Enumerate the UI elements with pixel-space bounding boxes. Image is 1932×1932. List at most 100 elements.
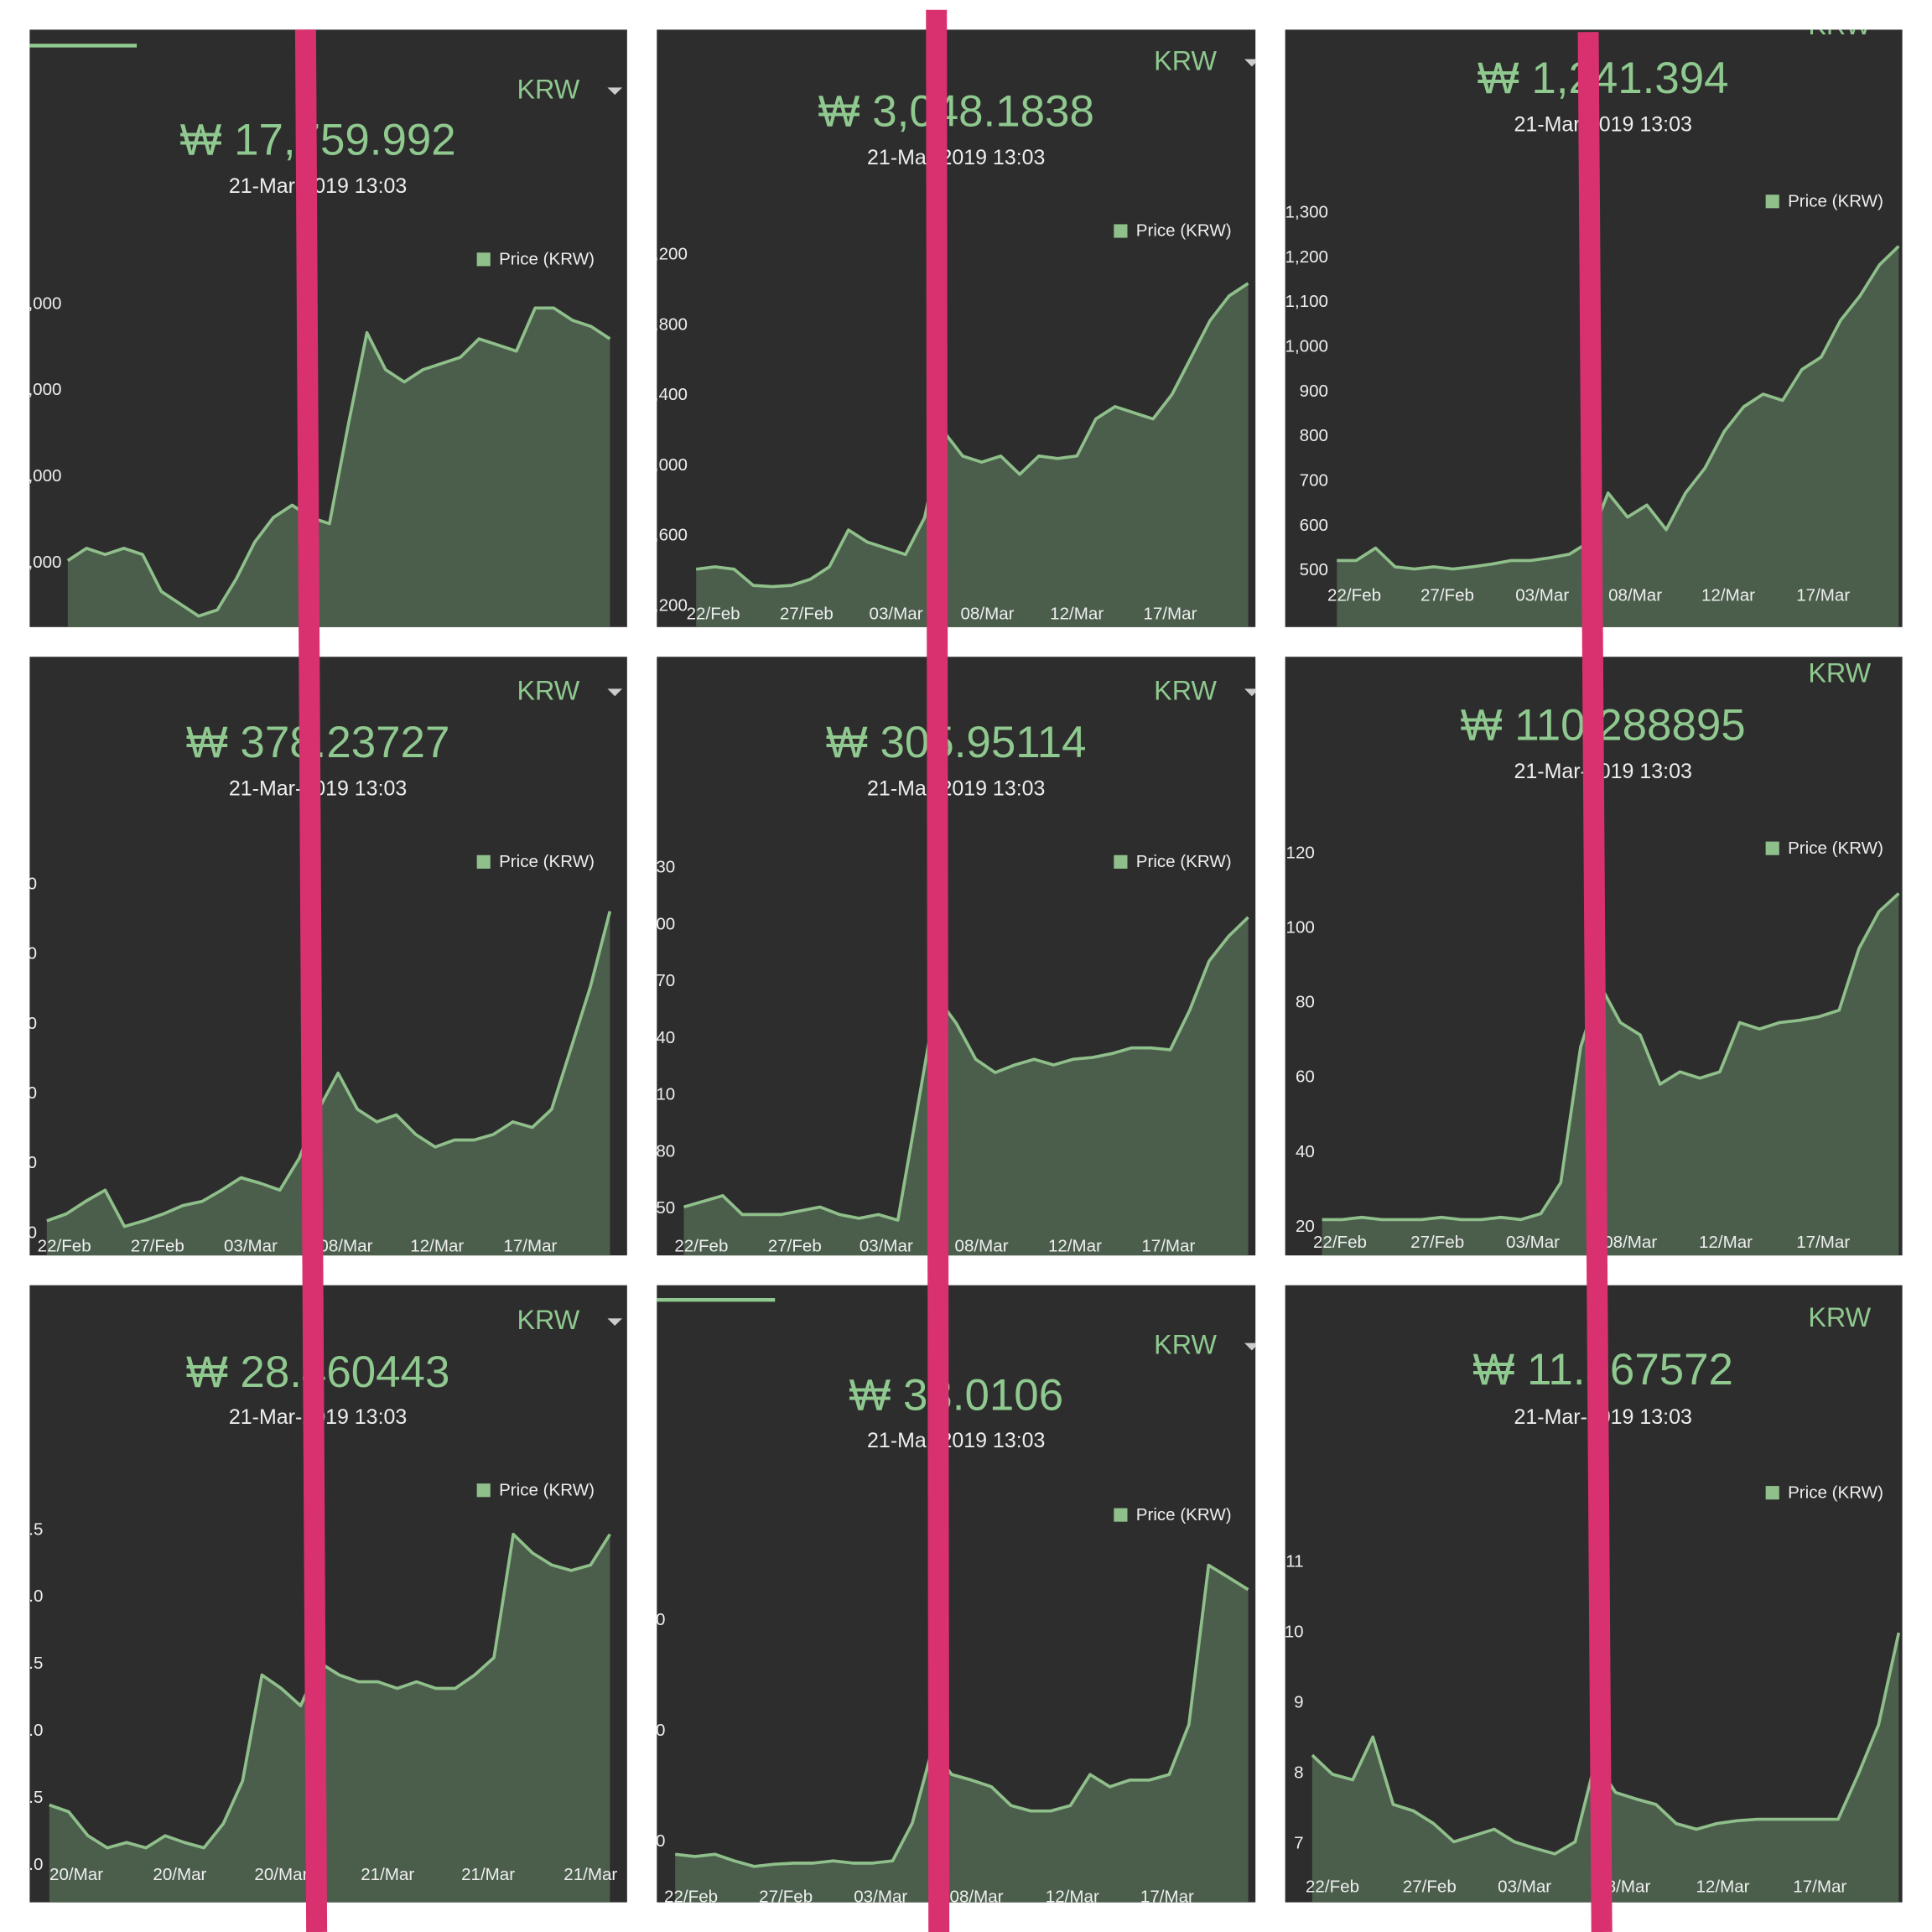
- x-tick-label: 17/Mar: [1141, 1236, 1195, 1255]
- x-tick-label: 22/Feb: [1306, 1877, 1359, 1897]
- y-tick-label: 17,000: [9, 380, 62, 399]
- legend-label: Price (KRW): [499, 249, 595, 268]
- dropdown-arrow[interactable]: [607, 87, 623, 96]
- x-tick-label: 08/Mar: [1608, 586, 1662, 605]
- x-tick-label: 27/Feb: [131, 1236, 184, 1255]
- currency-selector[interactable]: KRW: [517, 74, 579, 104]
- chart-panel: KRW ₩ 305.95114 21-Mar-2019 13:03 Price (KR…: [647, 657, 1259, 1256]
- y-tick-label: 1,000: [1285, 337, 1328, 356]
- dropdown-arrow[interactable]: [607, 1318, 623, 1327]
- x-tick-label: 12/Mar: [1696, 1877, 1749, 1897]
- currency-selector[interactable]: KRW: [1154, 45, 1217, 75]
- currency-selector[interactable]: KRW: [1154, 1330, 1217, 1360]
- legend-swatch: [476, 854, 491, 869]
- x-tick-label: 20/Mar: [254, 1865, 308, 1884]
- x-tick-label: 12/Mar: [1699, 1233, 1753, 1252]
- legend-swatch: [476, 252, 491, 267]
- price-area: [1311, 1633, 1899, 1903]
- y-tick-label: 30: [647, 1610, 666, 1629]
- legend-label: Price (KRW): [1788, 1483, 1883, 1502]
- y-tick-label: 40: [1296, 1142, 1315, 1161]
- x-tick-label: 17/Mar: [1793, 1877, 1846, 1897]
- legend-label: Price (KRW): [1136, 221, 1232, 241]
- price-area: [46, 911, 610, 1256]
- dropdown-arrow[interactable]: [1244, 59, 1259, 67]
- y-tick-label: 27.0: [9, 1721, 43, 1740]
- y-tick-label: 240: [647, 1028, 675, 1047]
- currency-selector[interactable]: KRW: [1808, 658, 1871, 688]
- x-tick-label: 27/Feb: [768, 1236, 822, 1255]
- y-tick-label: 15,000: [9, 553, 62, 572]
- y-tick-label: 600: [1300, 516, 1328, 535]
- y-tick-label: 7: [1294, 1833, 1303, 1852]
- y-tick-label: 26.0: [9, 1855, 43, 1874]
- y-tick-label: 11: [1285, 1551, 1303, 1571]
- y-tick-label: 300: [8, 1014, 37, 1033]
- y-tick-label: 500: [1300, 560, 1328, 579]
- price-area: [683, 917, 1249, 1256]
- price-line: [675, 1563, 1249, 1868]
- x-tick-label: 22/Feb: [38, 1236, 91, 1255]
- pink-stroke: [294, 29, 328, 1932]
- dropdown-arrow[interactable]: [1244, 1343, 1259, 1351]
- x-tick-label: 20/Mar: [49, 1865, 103, 1884]
- x-tick-label: 12/Mar: [1046, 1887, 1099, 1906]
- x-tick-label: 08/Mar: [950, 1887, 1004, 1906]
- y-tick-label: 10: [647, 1831, 666, 1851]
- legend-swatch: [1114, 854, 1128, 869]
- price-area: [49, 1534, 610, 1903]
- x-tick-label: 03/Mar: [1506, 1233, 1560, 1252]
- x-tick-label: 03/Mar: [870, 605, 923, 624]
- currency-selector[interactable]: KRW: [1154, 675, 1217, 705]
- dropdown-arrow[interactable]: [607, 688, 623, 697]
- y-tick-label: 20: [1296, 1217, 1315, 1236]
- x-tick-label: 17/Mar: [1796, 586, 1850, 605]
- x-tick-label: 21/Mar: [564, 1865, 617, 1884]
- currency-selector[interactable]: KRW: [1808, 1302, 1871, 1332]
- x-tick-label: 03/Mar: [860, 1236, 913, 1255]
- x-tick-label: 12/Mar: [1701, 586, 1755, 605]
- legend-label: Price (KRW): [1136, 852, 1232, 871]
- price-area: [696, 283, 1249, 627]
- price-line: [1337, 245, 1900, 571]
- y-tick-label: 900: [1300, 382, 1328, 401]
- price-line: [695, 282, 1249, 589]
- pink-stroke: [1577, 32, 1613, 1932]
- x-tick-label: 27/Feb: [759, 1887, 813, 1906]
- x-tick-label: 08/Mar: [961, 605, 1015, 624]
- price-title: ₩ 305.95114: [826, 718, 1087, 767]
- x-tick-label: 17/Mar: [1143, 605, 1197, 624]
- price-title: ₩ 1,241.394: [1478, 54, 1729, 103]
- legend-label: Price (KRW): [1136, 1505, 1232, 1524]
- x-tick-label: 03/Mar: [1498, 1877, 1551, 1897]
- y-tick-label: 150: [647, 1198, 675, 1218]
- price-line: [1322, 892, 1900, 1222]
- price-date: 21-Mar-2019 13:03: [229, 174, 407, 198]
- x-tick-label: 03/Mar: [854, 1887, 907, 1906]
- y-tick-label: 9: [1294, 1692, 1303, 1711]
- y-tick-label: 300: [647, 914, 675, 933]
- y-tick-label: 1,100: [1285, 292, 1328, 311]
- x-tick-label: 21/Mar: [361, 1865, 414, 1884]
- currency-selector[interactable]: KRW: [517, 1305, 579, 1335]
- x-tick-label: 17/Mar: [1796, 1233, 1850, 1252]
- y-tick-label: 400: [8, 875, 37, 894]
- y-tick-label: 1,200: [1285, 247, 1328, 267]
- chart-panel: KRW ₩ 33.0106 21-Mar-2019 13:03 Price (KRW)…: [647, 1285, 1259, 1906]
- y-tick-label: 60: [1296, 1067, 1315, 1087]
- currency-selector[interactable]: KRW: [1808, 10, 1871, 40]
- price-line: [46, 911, 612, 1228]
- legend-label: Price (KRW): [499, 1480, 595, 1499]
- legend-label: Price (KRW): [1788, 191, 1883, 210]
- price-area: [1337, 246, 1899, 627]
- x-tick-label: 08/Mar: [319, 1236, 372, 1255]
- y-tick-label: 8: [1294, 1763, 1303, 1782]
- y-tick-label: 20: [647, 1721, 666, 1740]
- currency-selector[interactable]: KRW: [517, 675, 579, 705]
- price-date: 21-Mar-2019 13:03: [867, 1429, 1045, 1452]
- x-tick-label: 22/Feb: [1327, 586, 1381, 605]
- price-line: [66, 306, 611, 618]
- dropdown-arrow[interactable]: [1244, 688, 1259, 697]
